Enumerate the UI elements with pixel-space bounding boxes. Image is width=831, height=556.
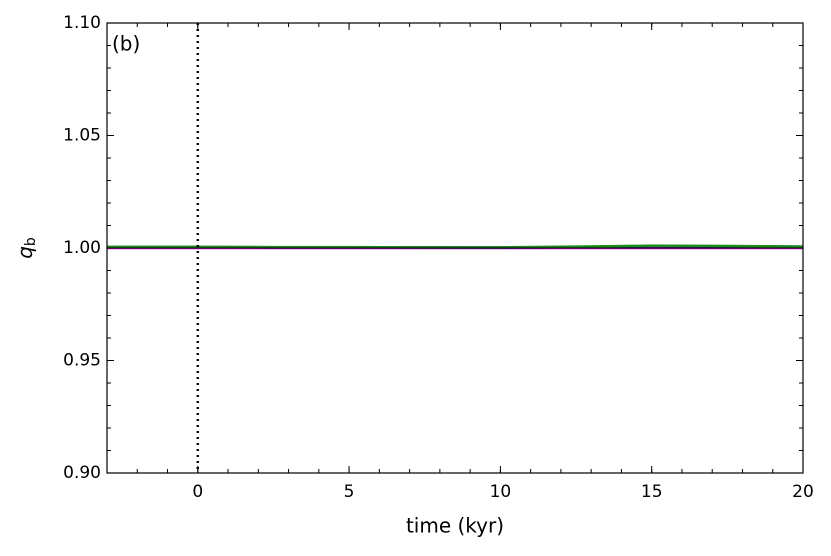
x-tick-label: 0 <box>192 482 203 502</box>
y-axis-label: qb <box>13 237 40 259</box>
x-tick-label: 20 <box>792 482 814 502</box>
y-tick-label: 1.10 <box>63 13 101 33</box>
series-line <box>107 244 804 249</box>
y-tick-label: 1.05 <box>63 126 101 146</box>
y-tick-label: 1.00 <box>63 238 101 258</box>
y-tick-label: 0.90 <box>63 463 101 483</box>
x-tick-label: 10 <box>490 482 512 502</box>
annotation: (b) <box>112 32 140 56</box>
x-tick-label: 5 <box>344 482 355 502</box>
plot-frame <box>106 22 804 474</box>
y-label-main: q <box>13 246 37 259</box>
y-tick-label: 0.95 <box>63 351 101 371</box>
x-axis-label: time (kyr) <box>406 514 504 538</box>
y-label-sub: b <box>23 237 39 246</box>
x-tick-label: 15 <box>641 482 663 502</box>
